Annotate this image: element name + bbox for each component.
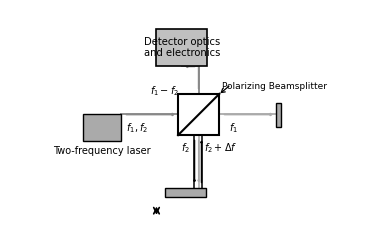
Bar [165,188,206,197]
Text: Two-frequency laser: Two-frequency laser [53,146,151,156]
Text: $f_1, f_2$: $f_1, f_2$ [126,122,148,135]
Text: $f_1-f_2$: $f_1-f_2$ [150,84,179,98]
Text: Polarizing Beamsplitter: Polarizing Beamsplitter [222,83,327,92]
Text: $f_1$: $f_1$ [229,122,238,135]
Text: Detector optics
and electronics: Detector optics and electronics [144,37,220,59]
Text: $f_2$: $f_2$ [181,141,190,155]
Bar [178,94,219,135]
Text: $f_2+\Delta f$: $f_2+\Delta f$ [204,141,237,155]
Bar [276,103,281,127]
Bar [83,114,121,141]
Bar [157,29,207,66]
